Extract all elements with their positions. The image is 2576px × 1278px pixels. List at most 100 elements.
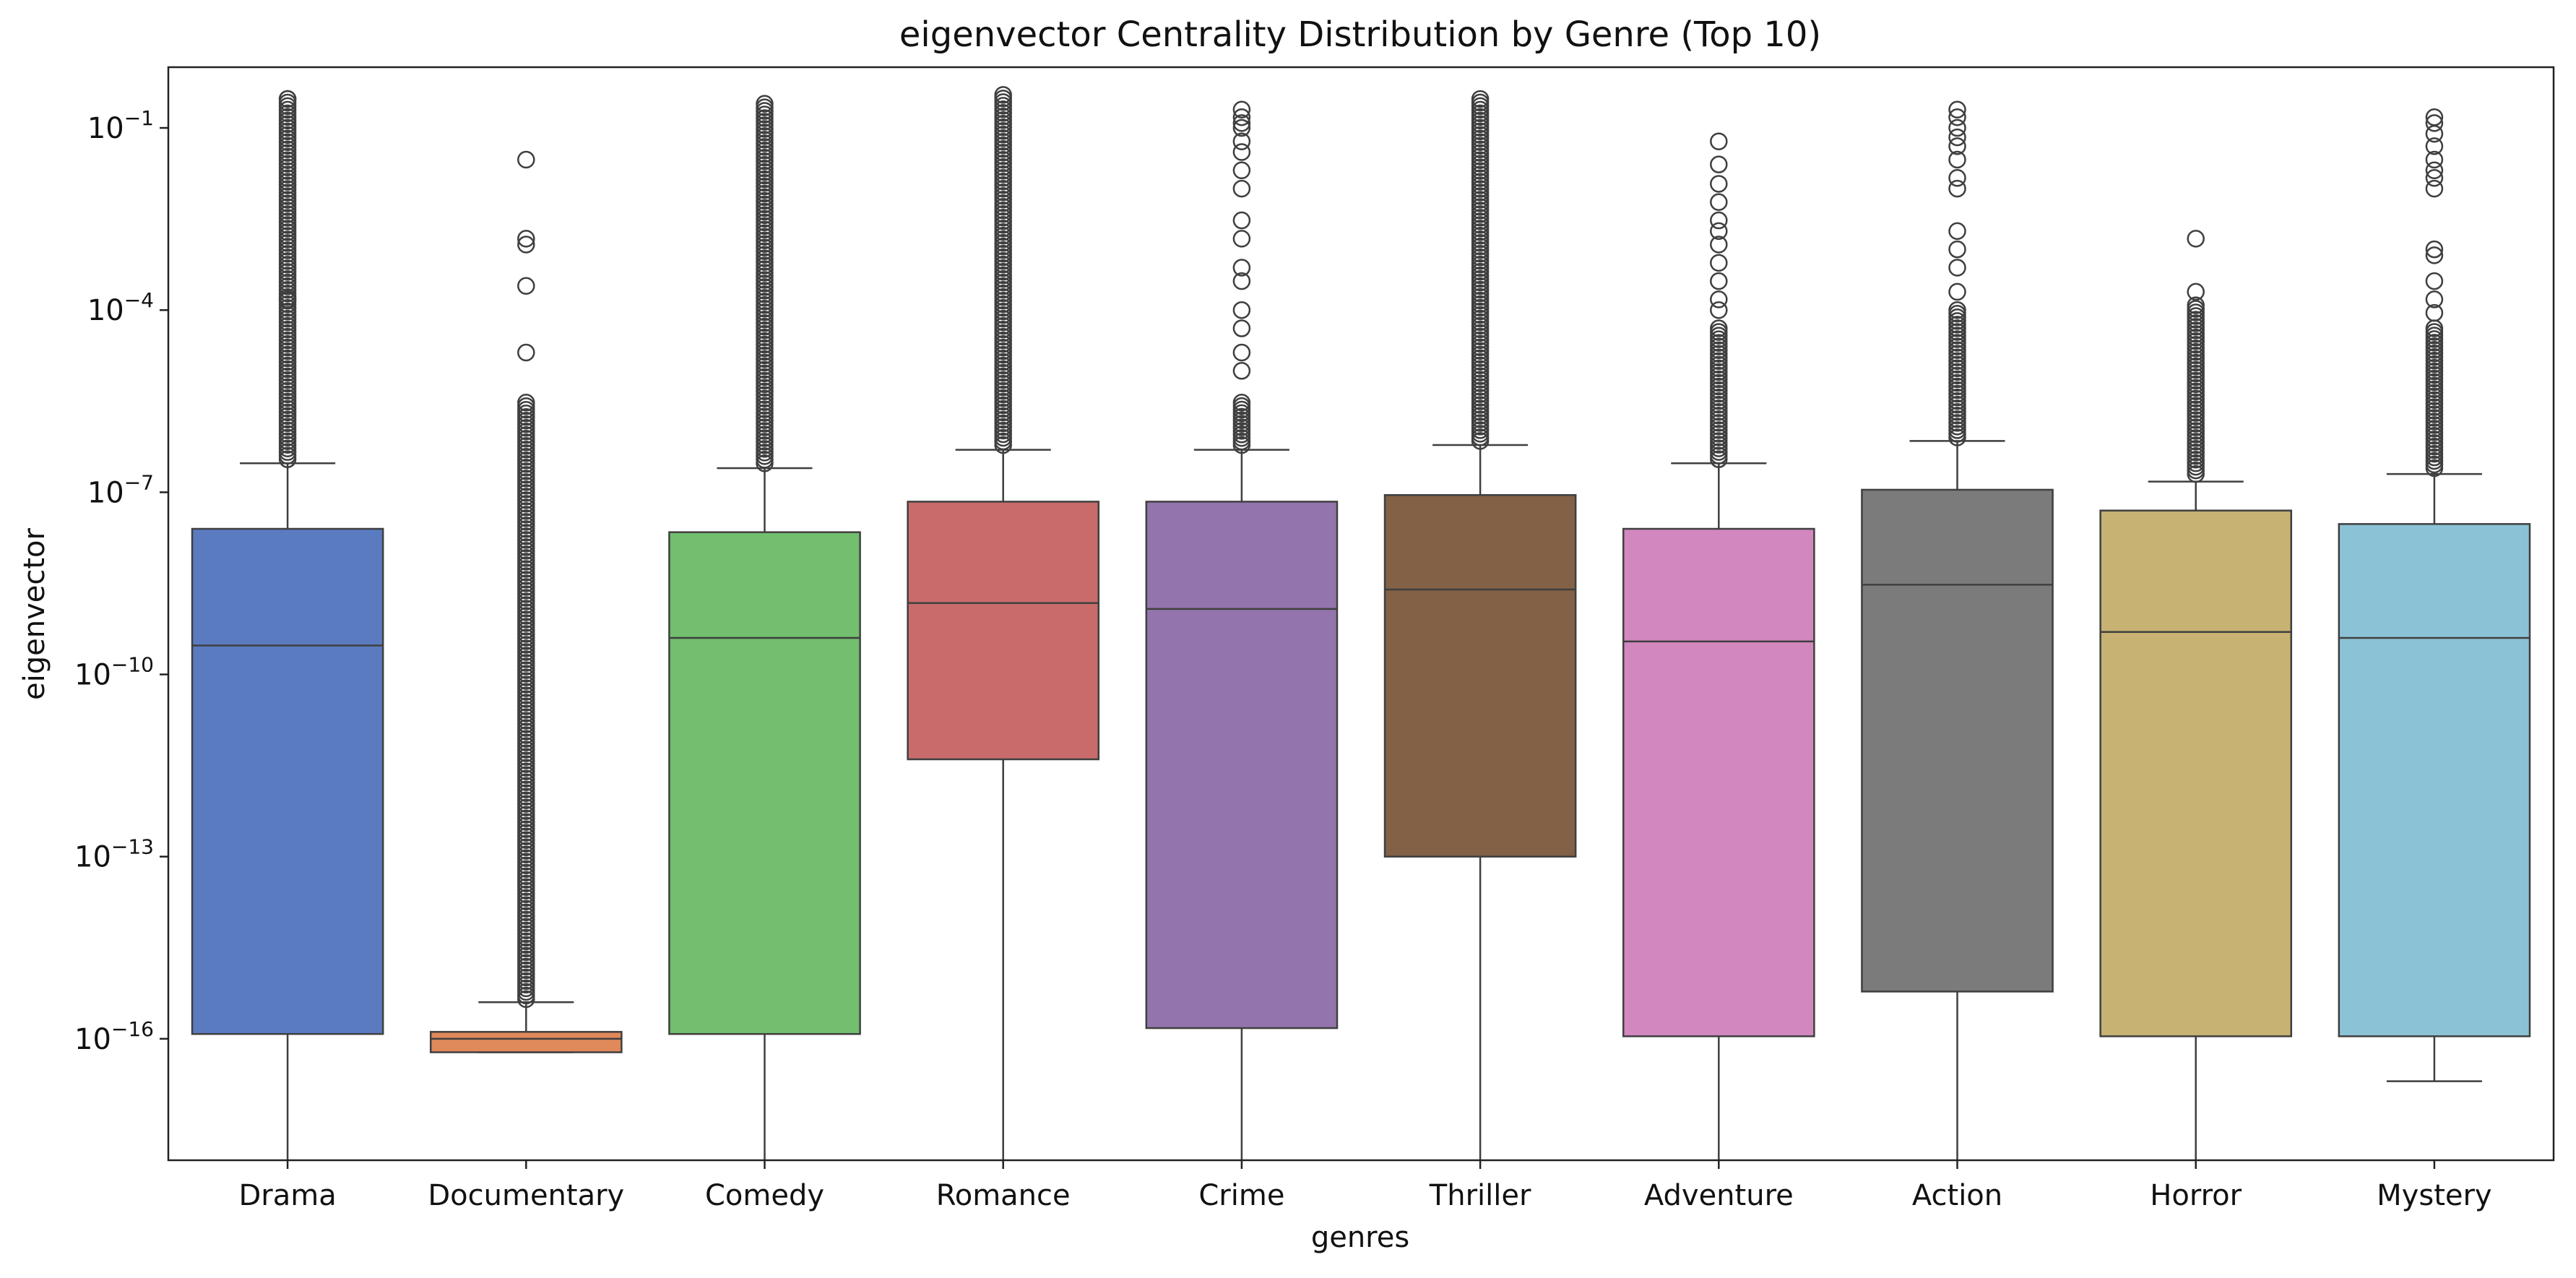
iqr-box <box>907 501 1100 761</box>
chart-title: eigenvector Centrality Distribution by G… <box>899 14 1821 55</box>
outlier-point <box>2425 161 2444 180</box>
plot-frame <box>167 66 2555 1162</box>
outlier-point <box>1948 100 1966 119</box>
outlier-point <box>1948 282 1966 301</box>
outlier-point <box>1710 193 1728 212</box>
outlier-point <box>1948 169 1966 187</box>
iqr-box <box>1622 527 1815 1037</box>
outlier-point <box>1232 343 1251 362</box>
iqr-box <box>429 1031 623 1053</box>
outlier-point <box>1232 319 1251 337</box>
outlier-point <box>1232 100 1251 119</box>
iqr-box <box>2338 523 2531 1037</box>
box-group-mystery <box>2338 108 2531 1082</box>
outlier-point <box>1710 132 1728 150</box>
x-tick-label-adventure: Adventure <box>1644 1179 1794 1212</box>
outlier-point <box>756 95 774 113</box>
outlier-point <box>994 86 1012 104</box>
outlier-point <box>1232 362 1251 380</box>
outlier-point <box>1710 301 1728 319</box>
box-group-thriller <box>1383 90 1577 1160</box>
outlier-point <box>517 393 535 412</box>
x-tick-label-mystery: Mystery <box>2377 1179 2491 1212</box>
outlier-point <box>1232 211 1251 230</box>
iqr-box <box>2099 509 2293 1037</box>
outlier-point <box>1948 150 1966 169</box>
outlier-point <box>1710 236 1728 254</box>
x-axis: Drama Documentary Comedy Romance Crime Thrill… <box>238 1160 2492 1212</box>
outlier-point <box>1948 137 1966 155</box>
y-axis-label: eigenvector <box>18 527 51 700</box>
y-tick-label: 10−4 <box>87 288 154 327</box>
outlier-point <box>1948 118 1966 137</box>
box-group-horror <box>2099 230 2293 1160</box>
outlier-point <box>2425 272 2444 290</box>
outlier-point <box>1948 179 1966 198</box>
outlier-point <box>2425 114 2444 132</box>
boxes-layer <box>191 86 2531 1160</box>
outlier-point <box>1948 301 1966 319</box>
outlier-point <box>1710 272 1728 290</box>
outlier-point <box>2425 150 2444 169</box>
outlier-point <box>1232 108 1251 126</box>
x-axis-label: genres <box>1311 1221 1409 1254</box>
outlier-point <box>1948 222 1966 241</box>
x-tick-label-romance: Romance <box>936 1179 1071 1212</box>
x-tick-label-comedy: Comedy <box>705 1179 824 1212</box>
x-tick-label-drama: Drama <box>238 1179 336 1212</box>
outlier-point <box>278 90 297 108</box>
outlier-point <box>1232 272 1251 290</box>
box-group-crime <box>1145 100 1339 1160</box>
outlier-point <box>1232 179 1251 198</box>
box-group-adventure <box>1622 132 1815 1160</box>
outlier-point <box>2425 169 2444 187</box>
outlier-point <box>517 277 535 295</box>
x-tick-label-crime: Crime <box>1198 1179 1284 1212</box>
outlier-point <box>2187 282 2205 301</box>
y-tick-label: 10−10 <box>74 653 154 692</box>
outlier-point <box>1710 254 1728 272</box>
outlier-point <box>1710 222 1728 241</box>
outlier-point <box>2425 137 2444 155</box>
box-group-documentary <box>429 150 623 1053</box>
y-tick-label: 10−16 <box>74 1017 154 1056</box>
outlier-point <box>1232 118 1251 137</box>
y-tick-label: 10−13 <box>74 835 154 874</box>
outlier-point <box>2187 296 2205 314</box>
y-axis: 10−16 10−13 10−10 10−7 10−4 10−1 <box>74 106 168 1056</box>
outlier-point <box>1232 393 1251 412</box>
outlier-point <box>1710 155 1728 173</box>
outlier-point <box>2425 246 2444 264</box>
box-group-drama <box>191 90 384 1160</box>
outlier-point <box>517 236 535 254</box>
x-tick-label-horror: Horror <box>2150 1179 2242 1212</box>
box-group-romance <box>907 86 1100 1160</box>
iqr-box <box>191 527 384 1035</box>
y-tick-label: 10−1 <box>87 106 154 145</box>
iqr-box <box>1383 493 1577 858</box>
outlier-point <box>1710 290 1728 308</box>
outlier-point <box>278 290 297 308</box>
outlier-point <box>1232 143 1251 161</box>
x-tick-label-documentary: Documentary <box>428 1179 624 1212</box>
outlier-point <box>1710 211 1728 230</box>
iqr-box <box>668 531 861 1035</box>
outlier-point <box>517 343 535 362</box>
outlier-point <box>1232 230 1251 248</box>
outlier-point <box>1232 301 1251 319</box>
outlier-point <box>1710 319 1728 337</box>
outlier-point <box>517 230 535 248</box>
outlier-point <box>1232 114 1251 132</box>
outlier-point <box>1471 90 1490 108</box>
y-tick-label: 10−7 <box>87 470 154 509</box>
outlier-point <box>1948 128 1966 147</box>
iqr-box <box>1861 488 2054 993</box>
outlier-point <box>1232 161 1251 180</box>
outlier-point <box>2187 230 2205 248</box>
outlier-point <box>2425 290 2444 308</box>
x-tick-label-action: Action <box>1912 1179 2002 1212</box>
outlier-point <box>1948 259 1966 277</box>
outlier-point <box>1948 108 1966 126</box>
box-group-action <box>1861 100 2054 1160</box>
